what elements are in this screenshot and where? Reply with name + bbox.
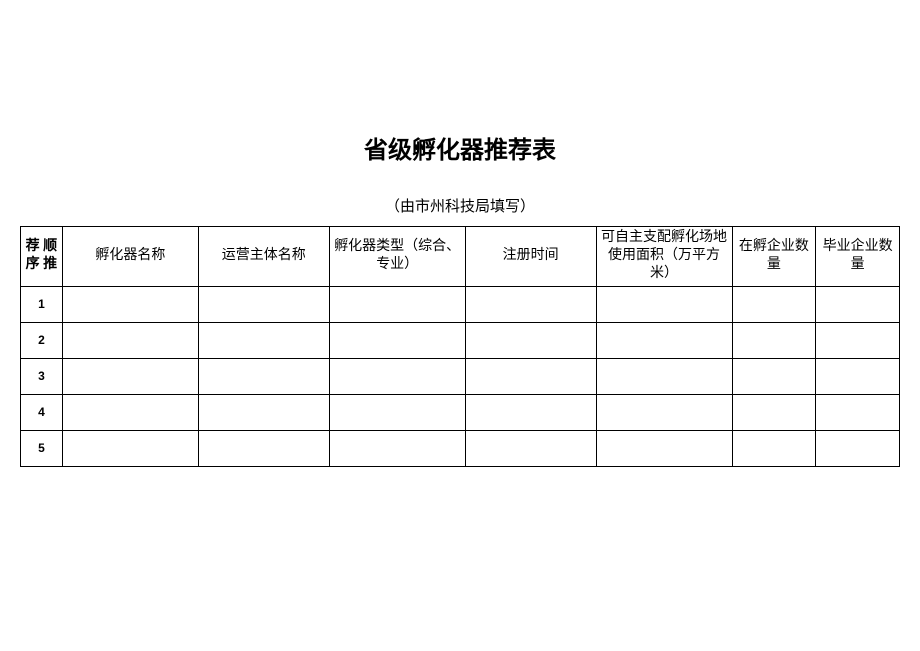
- cell: [198, 286, 329, 322]
- cell: [198, 394, 329, 430]
- cell: [329, 286, 465, 322]
- cell: [329, 322, 465, 358]
- table-row: 5: [21, 430, 900, 466]
- cell: [465, 430, 596, 466]
- header-operator-name: 运营主体名称: [198, 227, 329, 287]
- cell: [596, 394, 732, 430]
- recommendation-table: 荐 顺序 推 孵化器名称 运营主体名称 孵化器类型（综合、专业） 注册时间 可自…: [20, 226, 900, 467]
- cell: [596, 286, 732, 322]
- row-number: 3: [21, 358, 63, 394]
- cell: [62, 358, 198, 394]
- table-body: 1 2: [21, 286, 900, 466]
- table-wrapper: 荐 顺序 推 孵化器名称 运营主体名称 孵化器类型（综合、专业） 注册时间 可自…: [20, 226, 900, 467]
- cell: [816, 322, 900, 358]
- page-container: 省级孵化器推荐表 （由市州科技局填写） 荐 顺序 推 孵化器名称 运营主体名称 …: [0, 0, 920, 487]
- header-area: 可自主支配孵化场地使用面积（万平方米）: [596, 227, 732, 287]
- cell: [465, 286, 596, 322]
- cell: [732, 430, 816, 466]
- cell: [816, 286, 900, 322]
- cell: [596, 430, 732, 466]
- table-row: 2: [21, 322, 900, 358]
- cell: [816, 430, 900, 466]
- header-incubator-type: 孵化器类型（综合、专业）: [329, 227, 465, 287]
- header-incubator-name: 孵化器名称: [62, 227, 198, 287]
- cell: [198, 430, 329, 466]
- cell: [465, 358, 596, 394]
- cell: [329, 358, 465, 394]
- cell: [465, 394, 596, 430]
- cell: [329, 394, 465, 430]
- table-row: 3: [21, 358, 900, 394]
- cell: [465, 322, 596, 358]
- cell: [732, 394, 816, 430]
- cell: [732, 358, 816, 394]
- header-incubating-count: 在孵企业数量: [732, 227, 816, 287]
- cell: [596, 358, 732, 394]
- cell: [732, 322, 816, 358]
- cell: [816, 394, 900, 430]
- cell: [62, 286, 198, 322]
- cell: [816, 358, 900, 394]
- table-row: 1: [21, 286, 900, 322]
- cell: [596, 322, 732, 358]
- header-order-text: 荐 顺序 推: [26, 239, 58, 272]
- row-number: 2: [21, 322, 63, 358]
- header-graduated-count: 毕业企业数量: [816, 227, 900, 287]
- cell: [62, 394, 198, 430]
- page-subtitle: （由市州科技局填写）: [20, 195, 900, 216]
- header-order: 荐 顺序 推: [21, 227, 63, 287]
- table-row: 4: [21, 394, 900, 430]
- table-header-row: 荐 顺序 推 孵化器名称 运营主体名称 孵化器类型（综合、专业） 注册时间 可自…: [21, 227, 900, 287]
- row-number: 5: [21, 430, 63, 466]
- cell: [62, 430, 198, 466]
- cell: [62, 322, 198, 358]
- row-number: 1: [21, 286, 63, 322]
- cell: [198, 322, 329, 358]
- cell: [198, 358, 329, 394]
- page-title: 省级孵化器推荐表: [20, 130, 900, 165]
- cell: [732, 286, 816, 322]
- cell: [329, 430, 465, 466]
- header-registration-time: 注册时间: [465, 227, 596, 287]
- row-number: 4: [21, 394, 63, 430]
